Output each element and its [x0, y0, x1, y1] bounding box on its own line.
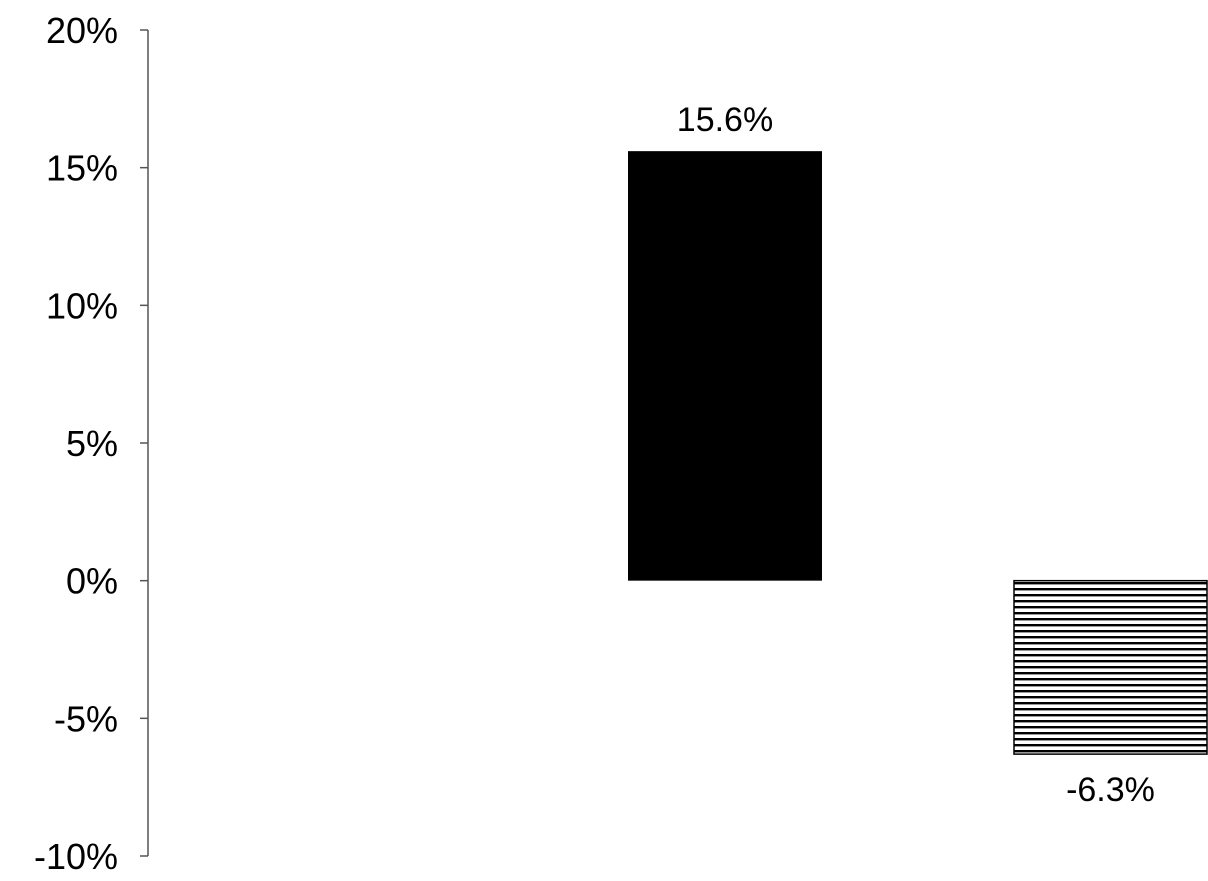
bar-1-label: 15.6%: [677, 101, 773, 139]
y-tick-label: 15%: [46, 148, 118, 189]
y-tick-label: -5%: [54, 698, 118, 739]
y-tick-label: 5%: [66, 423, 118, 464]
bars: [628, 151, 1208, 755]
y-axis: 20% 15% 10% 5% 0% -5% -10%: [34, 10, 149, 877]
data-labels: 15.6% -6.3%: [677, 101, 1155, 809]
y-tick-label: -10%: [34, 836, 118, 877]
y-tick-label: 10%: [46, 285, 118, 326]
y-tick-label: 20%: [46, 10, 118, 51]
bar-2: [1013, 579, 1208, 755]
bar-2-label: -6.3%: [1066, 771, 1155, 809]
bar-1: [628, 151, 822, 581]
y-tick-label: 0%: [66, 561, 118, 602]
